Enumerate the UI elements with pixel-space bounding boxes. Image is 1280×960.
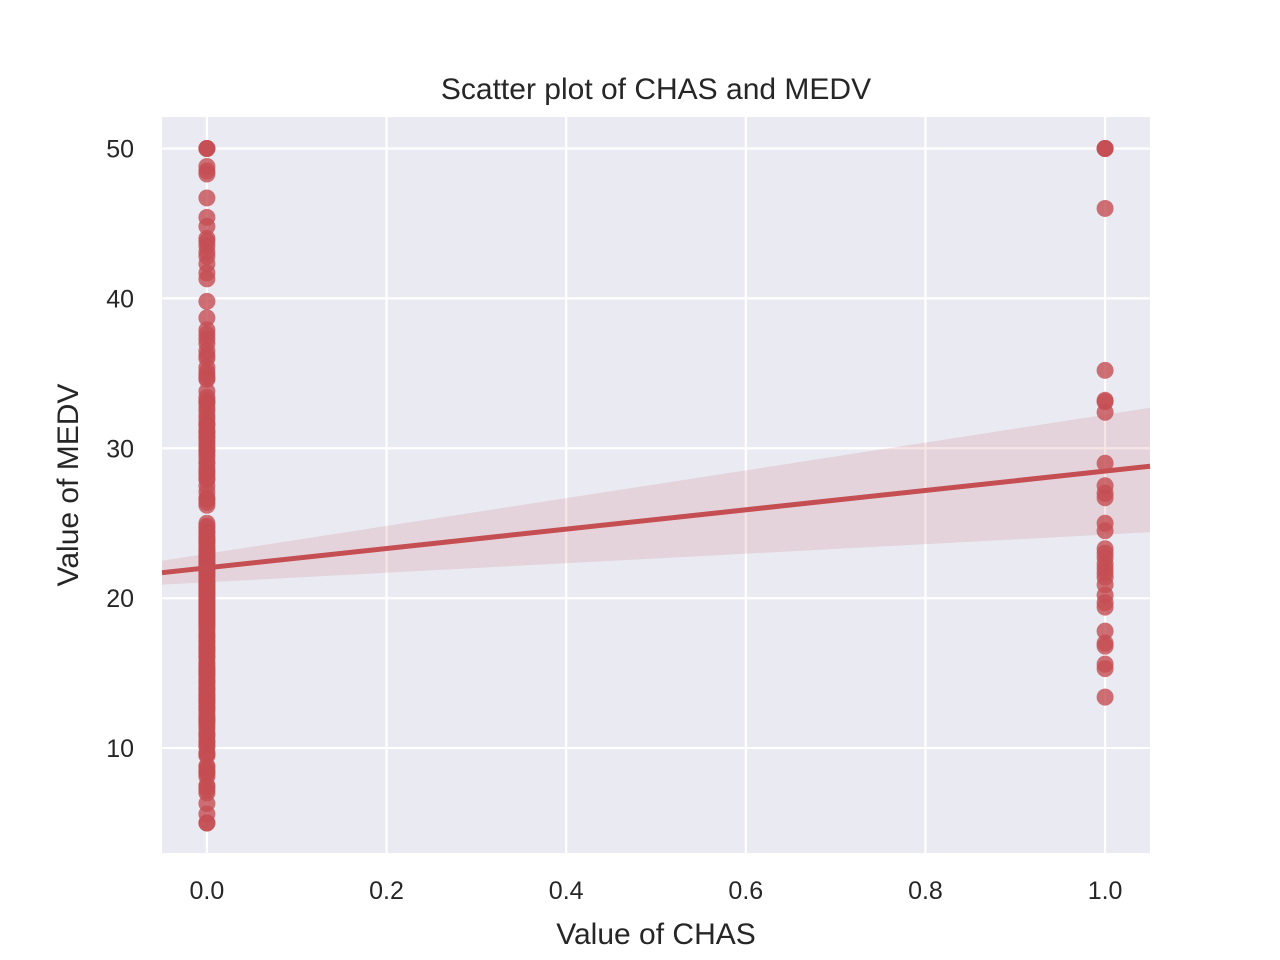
y-tick-label: 40 — [106, 285, 134, 313]
data-point — [198, 139, 216, 157]
grid-lines — [162, 117, 1150, 853]
data-point — [1096, 403, 1114, 421]
data-point — [198, 370, 216, 388]
x-axis-label: Value of CHAS — [556, 918, 756, 951]
x-tick-label: 0.2 — [369, 877, 404, 905]
data-point — [198, 496, 216, 514]
confidence-band-area — [162, 407, 1150, 585]
data-point — [198, 292, 216, 310]
chart-title: Scatter plot of CHAS and MEDV — [441, 73, 871, 106]
data-point — [1096, 522, 1114, 540]
y-tick-label: 20 — [106, 585, 134, 613]
x-tick-label: 1.0 — [1088, 877, 1123, 905]
x-tick-label: 0.4 — [549, 877, 584, 905]
data-point — [1096, 598, 1114, 616]
data-point — [1096, 139, 1114, 157]
data-point — [1096, 361, 1114, 379]
data-point — [198, 270, 216, 288]
x-tick-label: 0.6 — [728, 877, 763, 905]
data-point — [1096, 622, 1114, 640]
data-point — [198, 165, 216, 183]
y-axis-label: Value of MEDV — [52, 384, 85, 587]
data-point — [1096, 199, 1114, 217]
data-point — [1096, 637, 1114, 655]
x-tick-label: 0.0 — [190, 877, 225, 905]
data-point — [198, 189, 216, 207]
data-point — [198, 814, 216, 832]
regression-line-path — [161, 463, 1151, 576]
confidence-band — [162, 407, 1150, 585]
y-tick-label: 30 — [106, 435, 134, 463]
data-point — [1096, 688, 1114, 706]
regression-line — [161, 463, 1151, 576]
y-tick-label: 10 — [106, 735, 134, 763]
data-point — [1096, 660, 1114, 678]
data-point — [198, 217, 216, 235]
y-tick-label: 50 — [106, 135, 134, 163]
x-axis-ticks: 0.0 0.2 0.4 0.6 0.8 1.0 — [190, 877, 1123, 905]
data-point — [198, 309, 216, 327]
data-point — [1096, 454, 1114, 472]
x-tick-label: 0.8 — [908, 877, 943, 905]
data-point — [1096, 489, 1114, 507]
y-axis-ticks: 10 20 30 40 50 — [106, 135, 134, 763]
